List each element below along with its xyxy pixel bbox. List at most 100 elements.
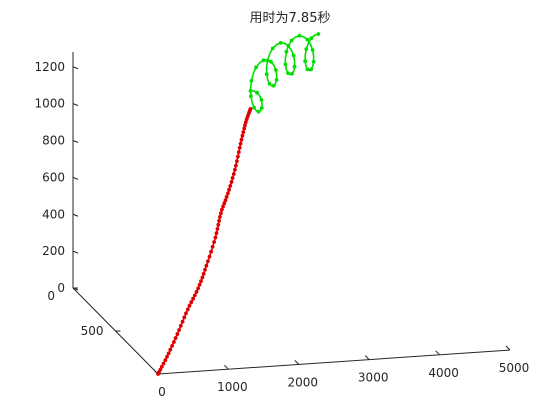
series-point <box>227 187 232 192</box>
series-point <box>212 240 217 244</box>
series-point <box>231 172 236 176</box>
series-point <box>283 62 288 67</box>
series-point <box>235 159 239 164</box>
series-point <box>175 332 180 336</box>
series-point <box>305 37 310 42</box>
series-point <box>259 106 264 110</box>
series-point <box>229 180 234 184</box>
series-point <box>309 67 313 72</box>
z-axis-ticks: 0 200 400 600 800 1000 1200 <box>34 60 79 295</box>
series-point <box>228 184 233 188</box>
series-point <box>274 78 279 82</box>
series-point <box>209 249 214 254</box>
z-tick-mark <box>72 140 79 143</box>
series-point <box>291 53 296 58</box>
series-point <box>170 344 175 348</box>
series-point <box>159 364 164 369</box>
series-point <box>165 354 169 359</box>
z-tick-label: 1200 <box>34 60 65 74</box>
series-point <box>178 323 183 328</box>
series-point <box>213 235 218 240</box>
series-point <box>216 222 221 227</box>
series-point <box>311 59 316 64</box>
series-point <box>264 72 269 77</box>
series-point <box>249 79 254 83</box>
series-point <box>240 133 245 138</box>
series-point <box>241 130 246 135</box>
z-tick-label: 400 <box>42 207 65 221</box>
series-point <box>189 300 194 305</box>
x-tick-label: 4000 <box>428 366 459 380</box>
series-point <box>259 98 264 102</box>
x-axis-ticks: 0 1000 2000 3000 4000 5000 <box>153 345 529 399</box>
series-point <box>249 94 253 99</box>
series-point <box>236 154 240 159</box>
series-point <box>242 126 247 131</box>
series-point <box>200 275 205 280</box>
series-point <box>254 65 258 70</box>
series-point <box>230 176 235 180</box>
series-point <box>290 71 294 76</box>
series-point <box>185 307 190 312</box>
series-point <box>206 259 210 264</box>
series-point <box>217 218 222 223</box>
series-point <box>284 49 289 54</box>
y-tick-label: 0 <box>47 289 55 303</box>
y-tick-label: 500 <box>81 324 104 338</box>
series-point <box>286 44 291 48</box>
series-point <box>210 244 215 249</box>
series-point <box>270 46 275 51</box>
series-point <box>204 263 209 268</box>
series-point <box>309 36 314 41</box>
series-point <box>223 198 228 203</box>
x-tick-label: 0 <box>158 385 166 399</box>
series-point <box>219 211 223 216</box>
series-point <box>305 67 310 72</box>
series-point <box>248 107 253 111</box>
series-point <box>243 123 247 128</box>
z-tick-label: 0 <box>57 281 65 295</box>
z-tick-mark <box>72 176 79 180</box>
series-point <box>224 194 229 199</box>
z-tick-label: 600 <box>42 170 65 184</box>
series-point <box>271 83 276 88</box>
series-point <box>289 38 294 43</box>
x-tick-mark <box>224 364 229 370</box>
series-point <box>234 163 238 168</box>
series-point <box>158 367 163 372</box>
series-point <box>233 167 237 172</box>
y-axis-ticks: 0 500 <box>47 287 121 338</box>
x-tick-mark <box>435 350 440 356</box>
x-tick-label: 3000 <box>358 371 389 385</box>
series-point <box>304 47 309 51</box>
series-point <box>316 32 321 36</box>
series-red-trajectory <box>156 107 253 376</box>
x-tick-label: 2000 <box>288 375 319 389</box>
axis-lines <box>72 52 511 375</box>
series-point <box>238 141 243 146</box>
series-layer <box>156 32 321 376</box>
series-point <box>173 336 178 340</box>
series-point <box>194 290 199 294</box>
series-point <box>261 58 266 63</box>
series-point <box>199 279 203 284</box>
series-point <box>236 150 241 155</box>
series-point <box>203 267 207 272</box>
z-tick-mark <box>72 66 79 70</box>
series-point <box>226 191 230 196</box>
series-point <box>237 145 242 150</box>
series-point <box>274 68 278 72</box>
x-axis-line <box>157 349 511 375</box>
series-point <box>182 315 187 320</box>
series-point <box>239 137 244 142</box>
series-point <box>161 361 166 366</box>
z-tick-label: 800 <box>42 134 65 148</box>
series-point <box>310 48 315 52</box>
series-point <box>278 41 283 45</box>
series-point <box>201 271 206 276</box>
z-tick-label: 200 <box>42 244 65 258</box>
series-point <box>255 90 259 95</box>
series-point <box>297 33 302 38</box>
series-point <box>218 215 222 219</box>
series-point <box>256 109 261 114</box>
